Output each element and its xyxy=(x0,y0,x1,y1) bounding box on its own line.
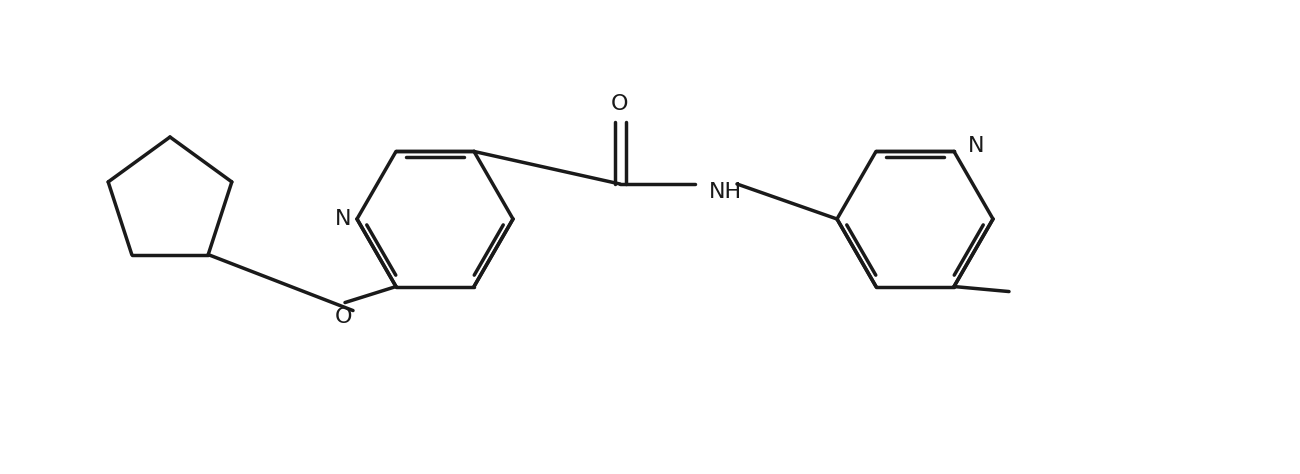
Text: NH: NH xyxy=(708,182,742,202)
Text: N: N xyxy=(968,137,984,156)
Text: O: O xyxy=(611,94,629,114)
Text: O: O xyxy=(335,307,352,327)
Text: N: N xyxy=(334,209,351,229)
